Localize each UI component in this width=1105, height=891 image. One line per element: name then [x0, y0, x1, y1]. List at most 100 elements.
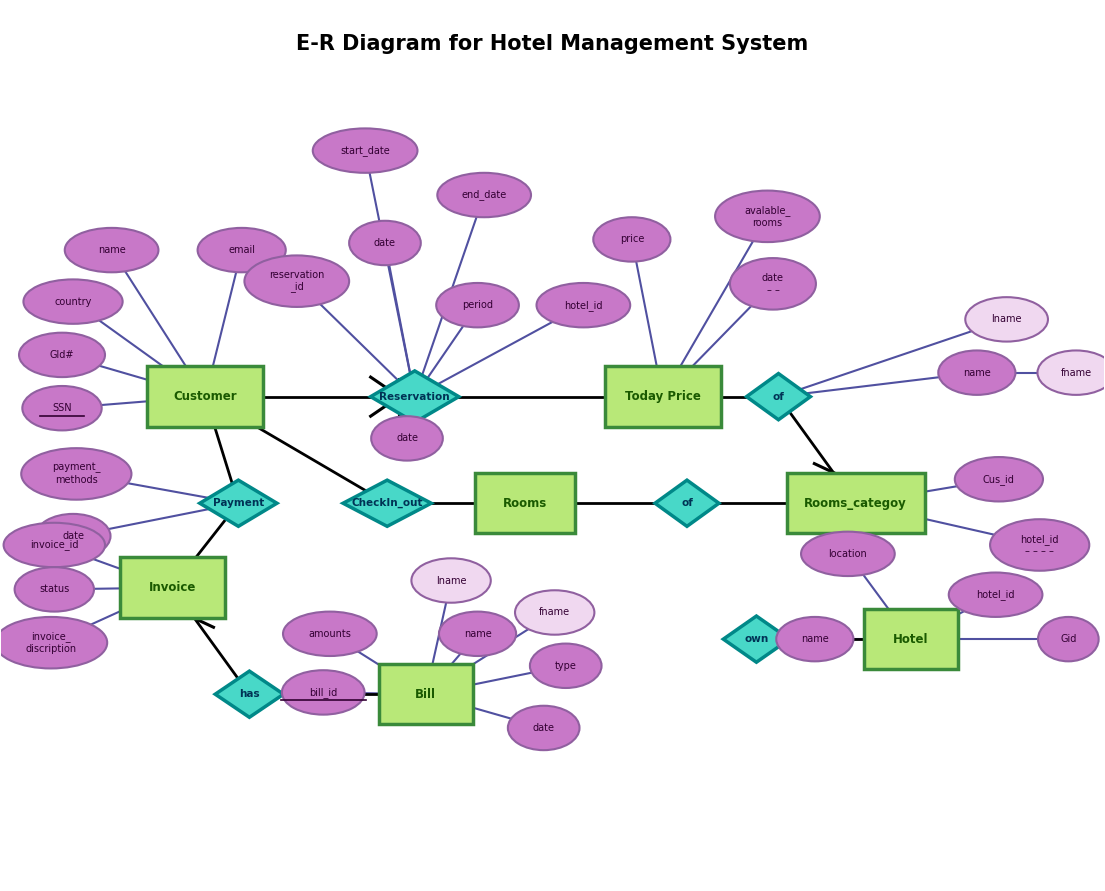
Text: of: of [772, 392, 785, 402]
FancyBboxPatch shape [604, 366, 720, 427]
Text: start_date: start_date [340, 145, 390, 156]
Ellipse shape [1038, 350, 1105, 395]
Ellipse shape [349, 221, 421, 266]
Ellipse shape [730, 258, 815, 309]
Ellipse shape [19, 332, 105, 377]
Text: name: name [464, 629, 492, 639]
Text: invoice_id: invoice_id [30, 540, 78, 551]
Ellipse shape [65, 228, 158, 273]
Ellipse shape [14, 568, 94, 611]
Text: hotel_id: hotel_id [565, 299, 602, 311]
Text: status: status [39, 584, 70, 594]
Ellipse shape [371, 416, 443, 461]
Ellipse shape [439, 611, 516, 656]
Text: date
– –: date – – [762, 273, 783, 295]
Text: Payment: Payment [213, 498, 264, 508]
Text: Invoice: Invoice [148, 581, 196, 594]
Ellipse shape [313, 128, 418, 173]
Ellipse shape [508, 706, 579, 750]
Ellipse shape [938, 350, 1015, 395]
Ellipse shape [966, 298, 1048, 341]
Text: Customer: Customer [173, 390, 238, 403]
Ellipse shape [515, 590, 594, 634]
Text: email: email [228, 245, 255, 255]
Text: invoice_
discription: invoice_ discription [25, 632, 76, 654]
FancyBboxPatch shape [864, 609, 958, 669]
Ellipse shape [949, 573, 1042, 617]
Text: own: own [745, 634, 769, 644]
Text: Gid: Gid [1060, 634, 1076, 644]
Text: has: has [239, 690, 260, 699]
Text: location: location [829, 549, 867, 559]
Text: country: country [54, 297, 92, 307]
Text: Today Price: Today Price [624, 390, 701, 403]
Text: lname: lname [991, 315, 1022, 324]
Text: period: period [462, 300, 493, 310]
Ellipse shape [530, 643, 601, 688]
Ellipse shape [801, 532, 895, 576]
Ellipse shape [593, 217, 671, 262]
Text: Gld#: Gld# [50, 350, 74, 360]
Ellipse shape [35, 514, 110, 559]
Text: name: name [97, 245, 126, 255]
Text: hotel_id
– – – –: hotel_id – – – – [1020, 534, 1059, 556]
Text: CheckIn_out: CheckIn_out [351, 498, 423, 509]
Text: date: date [533, 723, 555, 733]
Ellipse shape [990, 519, 1090, 571]
Ellipse shape [282, 670, 365, 715]
Text: lname: lname [435, 576, 466, 585]
Polygon shape [370, 371, 459, 422]
Text: hotel_id: hotel_id [977, 589, 1014, 601]
Ellipse shape [715, 191, 820, 242]
Ellipse shape [537, 283, 630, 327]
Text: end_date: end_date [462, 190, 507, 200]
Polygon shape [343, 480, 431, 527]
Polygon shape [215, 671, 284, 717]
Ellipse shape [244, 256, 349, 307]
Ellipse shape [411, 559, 491, 602]
Text: Rooms: Rooms [503, 497, 547, 510]
Text: fname: fname [1061, 368, 1092, 378]
Text: fname: fname [539, 608, 570, 617]
Text: avalable_
rooms: avalable_ rooms [745, 205, 790, 227]
Text: E-R Diagram for Hotel Management System: E-R Diagram for Hotel Management System [296, 34, 809, 54]
Text: date: date [373, 238, 396, 248]
Polygon shape [200, 480, 277, 527]
Ellipse shape [438, 173, 532, 217]
Text: date: date [62, 531, 84, 541]
Text: reservation
_id: reservation _id [270, 270, 325, 292]
Ellipse shape [23, 280, 123, 323]
Text: Bill: Bill [415, 688, 436, 700]
Ellipse shape [198, 228, 286, 273]
Ellipse shape [283, 611, 377, 656]
Text: payment_
methods: payment_ methods [52, 463, 101, 485]
FancyBboxPatch shape [119, 558, 224, 617]
Polygon shape [724, 616, 789, 662]
Ellipse shape [3, 523, 105, 568]
Ellipse shape [776, 617, 853, 661]
Text: Reservation: Reservation [379, 392, 450, 402]
Ellipse shape [436, 283, 519, 327]
Text: SSN: SSN [52, 404, 72, 413]
Text: Rooms_categoy: Rooms_categoy [804, 497, 907, 510]
Ellipse shape [955, 457, 1043, 502]
FancyBboxPatch shape [379, 664, 473, 724]
Polygon shape [655, 480, 719, 527]
Text: of: of [681, 498, 693, 508]
FancyBboxPatch shape [475, 473, 575, 534]
Text: type: type [555, 661, 577, 671]
Text: name: name [962, 368, 991, 378]
Text: date: date [396, 433, 418, 444]
Polygon shape [747, 373, 810, 420]
Ellipse shape [21, 448, 131, 500]
FancyBboxPatch shape [787, 473, 925, 534]
Text: Cus_id: Cus_id [983, 474, 1014, 485]
FancyBboxPatch shape [147, 366, 263, 427]
Ellipse shape [22, 386, 102, 430]
Ellipse shape [0, 617, 107, 668]
Text: name: name [801, 634, 829, 644]
Text: Hotel: Hotel [893, 633, 928, 646]
Text: price: price [620, 234, 644, 244]
Ellipse shape [1038, 617, 1098, 661]
Text: amounts: amounts [308, 629, 351, 639]
